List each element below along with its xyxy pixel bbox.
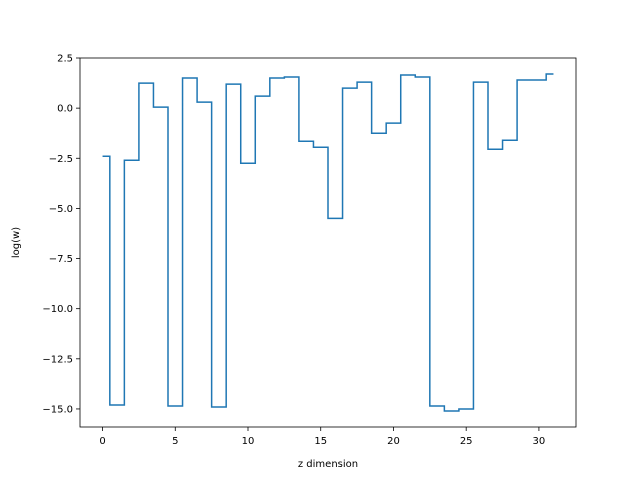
x-tick-label: 20	[387, 436, 400, 447]
y-tick-label: −7.5	[49, 254, 73, 265]
x-tick-label: 30	[533, 436, 546, 447]
x-tick-label: 10	[242, 436, 255, 447]
x-axis-label: z dimension	[298, 459, 358, 470]
x-tick-label: 25	[460, 436, 473, 447]
x-axis: 0 5 10 15 20 25 30	[99, 427, 545, 447]
y-tick-label: −15.0	[42, 404, 73, 415]
plot-area	[102, 73, 554, 412]
axes-frame	[79, 57, 577, 428]
y-tick-label: −10.0	[42, 304, 73, 315]
series-line	[102, 73, 554, 412]
y-tick-label: −2.5	[49, 154, 73, 165]
y-axis: 2.5 0.0 −2.5 −5.0 −7.5 −10.0 −12.5 −15.0	[42, 54, 80, 415]
x-tick-label: 15	[314, 436, 327, 447]
y-axis-label: log(w)	[11, 227, 22, 258]
y-tick-label: 0.0	[57, 104, 73, 115]
y-tick-label: −5.0	[49, 204, 73, 215]
y-tick-label: −12.5	[42, 354, 73, 365]
y-tick-label: 2.5	[57, 54, 73, 65]
x-tick-label: 0	[99, 436, 105, 447]
x-tick-label: 5	[172, 436, 178, 447]
